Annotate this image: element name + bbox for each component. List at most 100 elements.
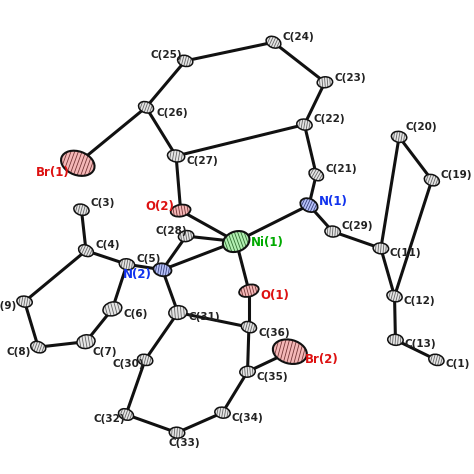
Ellipse shape: [138, 101, 154, 113]
Text: C(1): C(1): [446, 359, 470, 369]
Text: C(22): C(22): [313, 114, 345, 124]
Ellipse shape: [118, 409, 134, 420]
Ellipse shape: [392, 131, 407, 142]
Ellipse shape: [17, 296, 32, 307]
Ellipse shape: [169, 306, 187, 319]
Ellipse shape: [215, 407, 230, 418]
Text: C(9): C(9): [0, 301, 17, 311]
Ellipse shape: [215, 407, 230, 418]
Text: C(32): C(32): [93, 414, 125, 424]
Ellipse shape: [167, 150, 185, 162]
Text: N(1): N(1): [319, 195, 348, 208]
Text: O(2): O(2): [145, 201, 174, 213]
Ellipse shape: [424, 174, 439, 186]
Text: C(34): C(34): [232, 413, 264, 423]
Ellipse shape: [223, 231, 249, 252]
Text: C(33): C(33): [169, 438, 201, 447]
Ellipse shape: [178, 55, 193, 66]
Ellipse shape: [171, 204, 191, 217]
Text: C(28): C(28): [155, 226, 187, 236]
Text: C(24): C(24): [283, 32, 314, 42]
Text: Ni(1): Ni(1): [251, 236, 283, 249]
Ellipse shape: [429, 354, 444, 365]
Ellipse shape: [154, 263, 172, 276]
Ellipse shape: [103, 302, 122, 316]
Ellipse shape: [301, 198, 318, 212]
Text: C(25): C(25): [151, 50, 182, 60]
Ellipse shape: [387, 291, 402, 302]
Ellipse shape: [103, 302, 122, 316]
Ellipse shape: [77, 335, 95, 348]
Ellipse shape: [325, 226, 340, 237]
Ellipse shape: [392, 131, 407, 142]
Ellipse shape: [240, 366, 255, 377]
Ellipse shape: [317, 77, 333, 88]
Text: C(35): C(35): [256, 372, 288, 382]
Ellipse shape: [167, 150, 185, 162]
Ellipse shape: [240, 366, 255, 377]
Text: N(2): N(2): [122, 268, 151, 281]
Ellipse shape: [317, 77, 333, 88]
Text: C(36): C(36): [258, 328, 290, 337]
Ellipse shape: [297, 119, 312, 130]
Text: O(1): O(1): [261, 289, 290, 302]
Ellipse shape: [266, 36, 281, 48]
Ellipse shape: [178, 230, 194, 242]
Text: C(11): C(11): [390, 248, 421, 258]
Ellipse shape: [325, 226, 340, 237]
Ellipse shape: [273, 339, 307, 364]
Text: C(12): C(12): [404, 296, 435, 306]
Ellipse shape: [178, 55, 193, 66]
Text: C(3): C(3): [91, 198, 115, 208]
Ellipse shape: [31, 341, 46, 353]
Ellipse shape: [309, 169, 323, 181]
Ellipse shape: [79, 245, 93, 256]
Ellipse shape: [388, 334, 403, 346]
Ellipse shape: [169, 427, 185, 438]
Ellipse shape: [119, 259, 135, 270]
Ellipse shape: [61, 151, 94, 176]
Text: C(13): C(13): [404, 339, 436, 349]
Text: C(21): C(21): [325, 164, 357, 174]
Ellipse shape: [424, 174, 439, 186]
Text: C(29): C(29): [342, 221, 373, 231]
Ellipse shape: [241, 321, 256, 333]
Ellipse shape: [266, 36, 281, 48]
Text: C(31): C(31): [189, 312, 220, 322]
Text: C(6): C(6): [124, 310, 148, 319]
Ellipse shape: [31, 341, 46, 353]
Ellipse shape: [387, 291, 402, 302]
Ellipse shape: [239, 284, 259, 297]
Ellipse shape: [373, 243, 389, 254]
Text: C(7): C(7): [93, 346, 118, 356]
Ellipse shape: [241, 321, 256, 333]
Ellipse shape: [79, 245, 93, 256]
Ellipse shape: [178, 230, 194, 242]
Text: C(19): C(19): [441, 170, 473, 180]
Ellipse shape: [77, 335, 95, 348]
Ellipse shape: [137, 354, 153, 365]
Ellipse shape: [137, 354, 153, 365]
Ellipse shape: [388, 334, 403, 346]
Ellipse shape: [138, 101, 154, 113]
Ellipse shape: [61, 151, 94, 176]
Ellipse shape: [169, 427, 185, 438]
Text: Br(1): Br(1): [36, 166, 70, 179]
Ellipse shape: [169, 306, 187, 319]
Text: C(20): C(20): [406, 122, 438, 132]
Text: C(23): C(23): [334, 73, 365, 83]
Ellipse shape: [154, 263, 172, 276]
Ellipse shape: [239, 284, 259, 297]
Ellipse shape: [74, 204, 89, 215]
Ellipse shape: [118, 409, 134, 420]
Ellipse shape: [297, 119, 312, 130]
Text: C(5): C(5): [136, 254, 160, 264]
Text: C(4): C(4): [95, 240, 119, 250]
Ellipse shape: [273, 339, 307, 364]
Text: Br(2): Br(2): [304, 354, 338, 366]
Text: C(8): C(8): [6, 346, 31, 356]
Ellipse shape: [429, 354, 444, 365]
Ellipse shape: [171, 204, 191, 217]
Ellipse shape: [223, 231, 249, 252]
Text: C(27): C(27): [186, 155, 218, 165]
